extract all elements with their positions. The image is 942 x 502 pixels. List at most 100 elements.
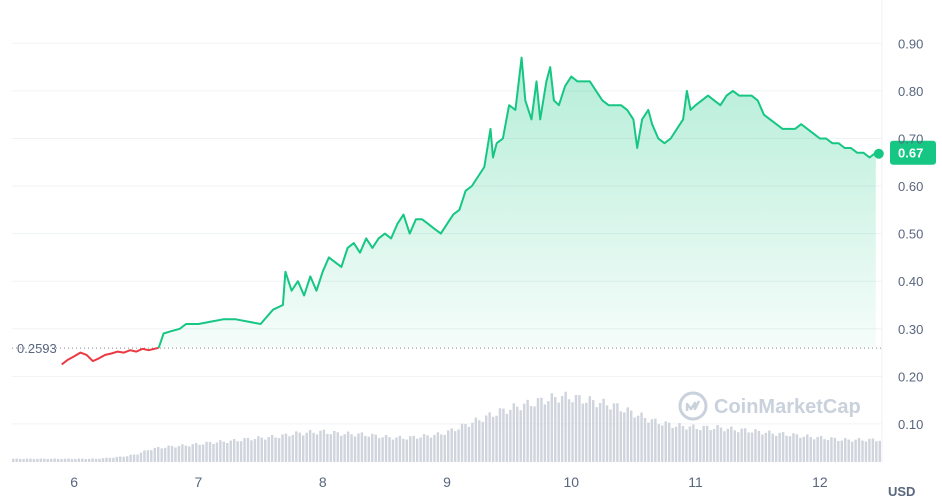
volume-bar	[453, 431, 457, 462]
volume-bar	[505, 413, 509, 462]
volume-bar	[274, 437, 277, 462]
volume-bar	[153, 447, 156, 462]
x-tick-label: 7	[195, 474, 203, 490]
volume-bar	[522, 403, 526, 462]
volume-bar	[333, 430, 336, 462]
coinmarketcap-logo-icon	[678, 391, 708, 421]
volume-bar	[115, 456, 119, 462]
volume-bar	[119, 456, 122, 462]
volume-bar	[70, 458, 74, 462]
volume-bar	[132, 454, 136, 462]
volume-bar	[629, 410, 633, 462]
volume-bar	[716, 425, 719, 462]
volume-bar	[471, 422, 474, 462]
volume-bar	[67, 458, 70, 462]
volume-bar	[357, 433, 360, 462]
volume-bar	[764, 432, 768, 462]
volume-bar	[592, 400, 595, 462]
volume-bar	[774, 435, 778, 462]
volume-bar	[298, 432, 301, 462]
volume-bar	[795, 434, 799, 462]
volume-bar	[699, 430, 702, 462]
volume-bar	[712, 429, 716, 462]
volume-bar	[395, 437, 398, 462]
volume-bar	[519, 410, 522, 462]
volume-bar	[105, 457, 108, 462]
volume-bar	[136, 454, 139, 462]
volume-bar	[785, 435, 788, 462]
volume-bar	[429, 437, 433, 462]
volume-bar	[22, 459, 25, 462]
volume-bar	[567, 399, 571, 462]
volume-bar	[799, 437, 802, 462]
volume-bar	[157, 447, 160, 462]
volume-bar	[854, 439, 857, 462]
volume-bar	[812, 439, 816, 462]
volume-bar	[740, 428, 743, 462]
volume-bar	[205, 441, 208, 462]
volume-bar	[571, 402, 574, 462]
volume-bar	[384, 434, 388, 462]
x-tick-label: 11	[688, 474, 703, 490]
volume-bar	[84, 459, 87, 462]
x-tick-label: 12	[812, 474, 828, 490]
y-tick-label: 0.30	[898, 322, 923, 337]
volume-bar	[585, 402, 588, 462]
volume-bar	[284, 433, 288, 462]
volume-bar	[326, 433, 329, 462]
volume-bar	[381, 437, 384, 462]
volume-bar	[260, 437, 264, 462]
y-tick-label: 0.40	[898, 274, 923, 289]
y-tick-label: 0.90	[898, 36, 923, 51]
volume-bar	[554, 397, 557, 462]
volume-bar	[840, 440, 844, 462]
volume-bar	[319, 430, 322, 462]
volume-bar	[329, 434, 333, 462]
coinmarketcap-watermark: CoinMarketCap	[678, 391, 861, 421]
volume-bar	[236, 441, 239, 462]
volume-bar	[391, 439, 395, 462]
volume-bar	[56, 458, 60, 462]
y-tick-label: 0.50	[898, 227, 923, 242]
volume-bar	[277, 438, 281, 462]
volume-bar	[581, 403, 585, 462]
volume-bar	[167, 445, 170, 462]
volume-bar	[654, 418, 657, 462]
volume-bar	[509, 409, 512, 462]
volume-bar	[868, 438, 871, 462]
volume-bar	[878, 440, 881, 462]
volume-bar	[781, 432, 785, 462]
volume-bar	[664, 421, 667, 462]
volume-bar	[129, 454, 132, 462]
volume-bar	[12, 458, 15, 462]
volume-bar	[502, 408, 505, 462]
volume-bar	[674, 426, 678, 462]
volume-bar	[81, 458, 84, 462]
volume-bar	[643, 417, 647, 462]
volume-bar	[160, 448, 163, 462]
volume-bar	[253, 439, 257, 462]
volume-bar	[232, 439, 236, 462]
volume-bar	[447, 430, 450, 462]
volume-bar	[529, 406, 533, 462]
volume-bar	[98, 458, 101, 462]
volume-bar	[112, 457, 115, 462]
volume-bar	[308, 430, 312, 462]
volume-bar	[281, 434, 284, 462]
volume-bar	[757, 430, 761, 462]
volume-bar	[108, 457, 112, 462]
price-line	[61, 56, 877, 366]
volume-bar	[850, 441, 854, 462]
volume-bar	[143, 450, 146, 462]
volume-bar	[146, 450, 150, 462]
volume-bar	[516, 406, 519, 462]
volume-bar	[788, 436, 792, 462]
volume-bar	[170, 445, 174, 462]
volume-bar	[32, 458, 36, 462]
volume-bar	[122, 456, 125, 462]
volume-bar	[402, 438, 405, 462]
volume-bar	[747, 432, 750, 462]
volume-bar	[623, 412, 626, 462]
volume-bar	[353, 436, 357, 462]
